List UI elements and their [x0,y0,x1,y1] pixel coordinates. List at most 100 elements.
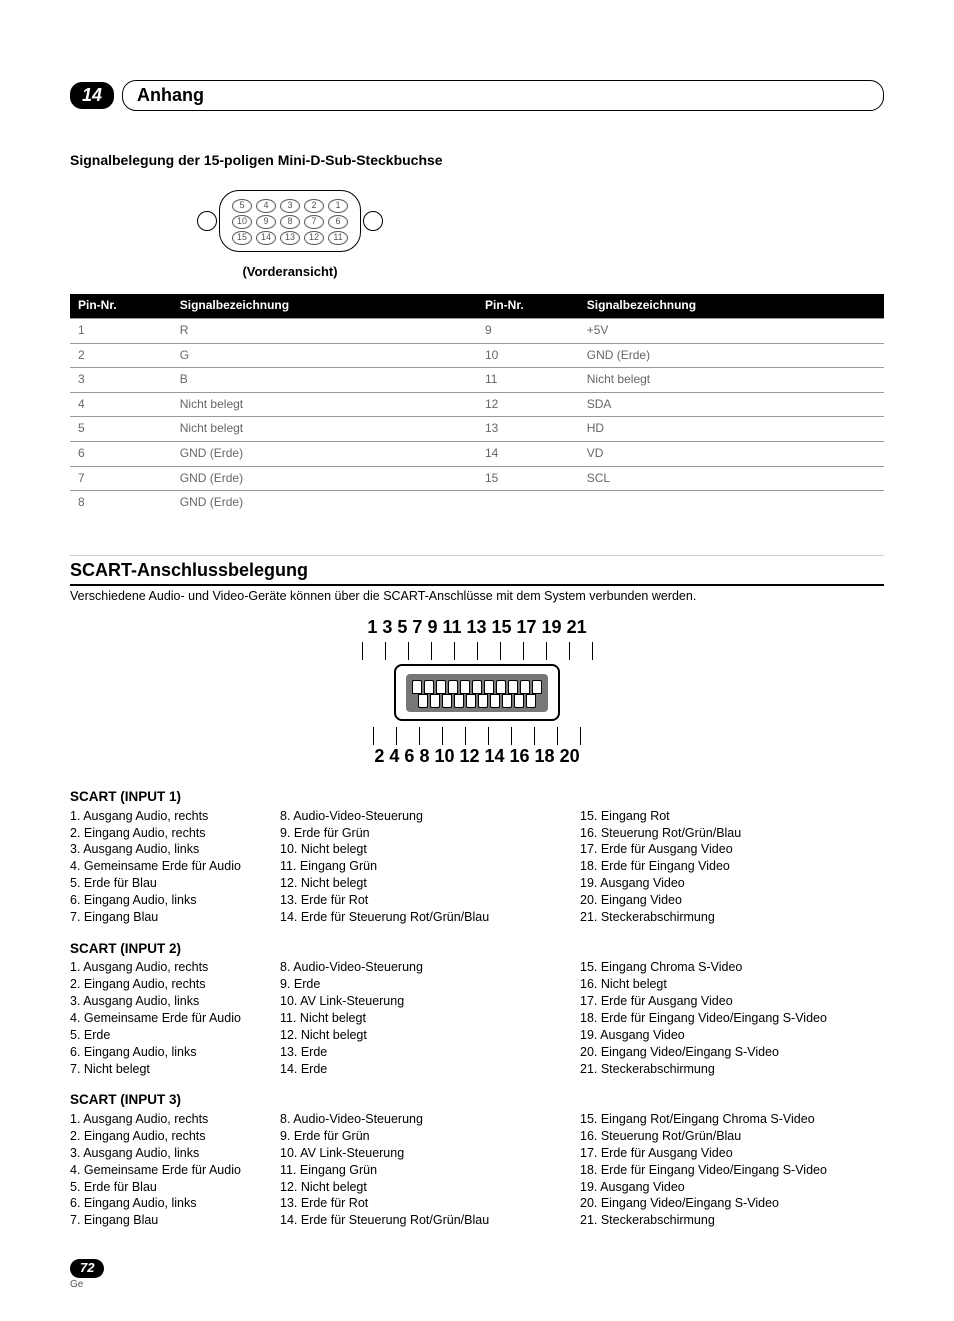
scart-pin [460,680,470,694]
table-cell: GND (Erde) [172,491,477,515]
scart-pin-label: 3. Ausgang Audio, links [70,841,270,858]
scart-subtitle: Verschiedene Audio- und Video-Geräte kön… [70,588,884,604]
dsub-body: 54321 109876 1514131211 [219,190,361,252]
table-cell: 15 [477,466,579,491]
table-header: Pin-Nr. [70,294,172,318]
scart-pin-label: 11. Nicht belegt [280,1010,570,1027]
scart-pin-label: 6. Eingang Audio, links [70,1195,270,1212]
scart-pin [508,680,518,694]
scart-pin-label: 20. Eingang Video/Eingang S-Video [580,1195,874,1212]
scart-pin-label: 5. Erde [70,1027,270,1044]
scart-pin-label: 2. Eingang Audio, rechts [70,1128,270,1145]
scart-pin-label: 16. Nicht belegt [580,976,874,993]
table-header: Signalbezeichnung [579,294,884,318]
table-cell: B [172,368,477,393]
scart-pin-label: 17. Erde für Ausgang Video [580,841,874,858]
chapter-header: 14 Anhang [70,80,884,111]
scart-pin-label: 7. Nicht belegt [70,1061,270,1078]
table-cell: VD [579,442,884,467]
scart-diagram: 1 3 5 7 9 11 13 15 17 19 21 2 4 6 8 10 1… [70,616,884,768]
dsub-pin: 6 [328,215,348,229]
dsub-pin: 11 [328,231,348,245]
scart-top-numbers: 1 3 5 7 9 11 13 15 17 19 21 [70,616,884,639]
scart-pin-label: 21. Steckerabschirmung [580,1212,874,1229]
scart-pin-label: 1. Ausgang Audio, rechts [70,808,270,825]
scart-pin-label: 12. Nicht belegt [280,1179,570,1196]
chapter-title: Anhang [122,80,884,111]
dsub-front-label: (Vorderansicht) [140,264,440,281]
scart-pin-label: 2. Eingang Audio, rechts [70,825,270,842]
dsub-pin: 14 [256,231,276,245]
scart-column: 8. Audio-Video-Steuerung9. Erde für Grün… [280,808,580,926]
table-cell: 11 [477,368,579,393]
dsub-pin: 7 [304,215,324,229]
page-footer: 72 Ge [70,1259,884,1291]
dsub-pin: 10 [232,215,252,229]
scart-pin [502,694,512,708]
scart-pin [472,680,482,694]
scart-group-title: SCART (INPUT 1) [70,788,884,806]
dsub-screw-right [363,211,383,231]
dsub-pin: 9 [256,215,276,229]
table-cell: GND (Erde) [172,466,477,491]
scart-pin [520,680,530,694]
scart-pin-label: 19. Ausgang Video [580,1179,874,1196]
dsub-screw-left [197,211,217,231]
dsub-pin: 15 [232,231,252,245]
scart-pin [526,694,536,708]
scart-pin-label: 18. Erde für Eingang Video/Eingang S-Vid… [580,1010,874,1027]
dsub-pin: 4 [256,199,276,213]
table-header: Pin-Nr. [477,294,579,318]
scart-pin-label: 13. Erde für Rot [280,892,570,909]
table-cell: SCL [579,466,884,491]
scart-pin-label: 14. Erde für Steuerung Rot/Grün/Blau [280,909,570,926]
table-row: 2G10GND (Erde) [70,343,884,368]
scart-pin-label: 18. Erde für Eingang Video/Eingang S-Vid… [580,1162,874,1179]
scart-pin [466,694,476,708]
scart-column: 15. Eingang Rot16. Steuerung Rot/Grün/Bl… [580,808,884,926]
table-cell: 14 [477,442,579,467]
scart-connector-body [394,664,560,721]
dsub-pin: 1 [328,199,348,213]
table-cell: Nicht belegt [172,392,477,417]
scart-pin-label: 15. Eingang Chroma S-Video [580,959,874,976]
scart-group-title: SCART (INPUT 3) [70,1091,884,1109]
scart-pin [484,680,494,694]
scart-pin [454,694,464,708]
table-cell: 4 [70,392,172,417]
scart-column: 1. Ausgang Audio, rechts2. Eingang Audio… [70,959,280,1077]
scart-pin-label: 8. Audio-Video-Steuerung [280,808,570,825]
scart-pin-label: 20. Eingang Video [580,892,874,909]
scart-pin [490,694,500,708]
language-code: Ge [70,1278,104,1291]
table-cell: G [172,343,477,368]
dsub-heading: Signalbelegung der 15-poligen Mini-D-Sub… [70,151,884,169]
scart-pin-label: 14. Erde für Steuerung Rot/Grün/Blau [280,1212,570,1229]
scart-pin-label: 10. AV Link-Steuerung [280,993,570,1010]
scart-pin [514,694,524,708]
dsub-pin: 8 [280,215,300,229]
scart-column: 15. Eingang Rot/Eingang Chroma S-Video16… [580,1111,884,1229]
scart-pin-label: 11. Eingang Grün [280,858,570,875]
scart-pin [424,680,434,694]
scart-group-title: SCART (INPUT 2) [70,940,884,958]
table-cell: 8 [70,491,172,515]
table-header: Signalbezeichnung [172,294,477,318]
scart-pin-label: 15. Eingang Rot/Eingang Chroma S-Video [580,1111,874,1128]
dsub-pin: 12 [304,231,324,245]
scart-pin-label: 2. Eingang Audio, rechts [70,976,270,993]
table-cell: Nicht belegt [579,368,884,393]
table-cell: 2 [70,343,172,368]
scart-pin-label: 21. Steckerabschirmung [580,1061,874,1078]
table-cell: GND (Erde) [172,442,477,467]
scart-pin-label: 19. Ausgang Video [580,875,874,892]
scart-pin [436,680,446,694]
scart-pin [448,680,458,694]
scart-pin-label: 18. Erde für Eingang Video [580,858,874,875]
scart-pin-label: 14. Erde [280,1061,570,1078]
table-cell: 10 [477,343,579,368]
table-row: 3B11Nicht belegt [70,368,884,393]
scart-columns: 1. Ausgang Audio, rechts2. Eingang Audio… [70,808,884,926]
table-cell: R [172,319,477,344]
scart-pin-label: 9. Erde für Grün [280,825,570,842]
